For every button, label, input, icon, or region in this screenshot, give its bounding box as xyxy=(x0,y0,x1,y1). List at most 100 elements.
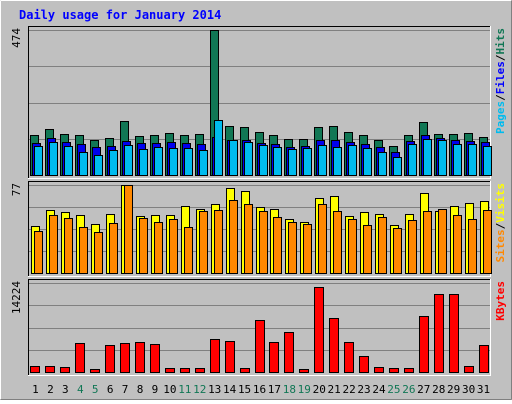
bar-pages-day-25 xyxy=(393,157,402,176)
bar-kbytes-day-21 xyxy=(329,318,339,373)
chart-title: Daily usage for January 2014 xyxy=(19,8,221,22)
bar-sites-day-20 xyxy=(318,204,327,274)
bar-sites-day-18 xyxy=(288,222,297,274)
bar-kbytes-day-16 xyxy=(255,320,265,373)
x-tick-label-day-4: 4 xyxy=(77,383,84,396)
panel-visits-legend: Sites/Visits xyxy=(494,183,507,263)
bar-sites-day-6 xyxy=(109,223,118,274)
bar-sites-day-24 xyxy=(378,217,387,274)
bar-kbytes-day-3 xyxy=(60,367,70,373)
bar-kbytes-day-10 xyxy=(165,368,175,373)
bar-sites-day-22 xyxy=(348,219,357,274)
bar-sites-day-13 xyxy=(214,210,223,274)
x-tick-label-day-15: 15 xyxy=(238,383,251,396)
bar-pages-day-29 xyxy=(453,144,462,176)
bar-kbytes-day-31 xyxy=(479,345,489,373)
bar-sites-day-26 xyxy=(408,220,417,274)
x-axis-labels: 1 2 3 4 5 6 7 8 9 10 11 12 13 14 15 16 17 18 19 20 21 22 23 24 2… xyxy=(32,383,490,396)
bar-kbytes-day-11 xyxy=(180,368,190,373)
bar-kbytes-day-25 xyxy=(389,368,399,373)
bar-sites-day-15 xyxy=(244,204,253,274)
bar-pages-day-5 xyxy=(94,155,103,176)
bar-pages-day-21 xyxy=(333,147,342,176)
bar-sites-day-28 xyxy=(438,209,447,274)
x-tick-label-day-6: 6 xyxy=(107,383,114,396)
x-tick-label-day-30: 30 xyxy=(462,383,475,396)
legend-hits: Hits xyxy=(494,28,507,55)
bar-pages-day-20 xyxy=(318,145,327,176)
bar-kbytes-day-7 xyxy=(120,343,130,373)
x-tick-label-day-8: 8 xyxy=(137,383,144,396)
bar-kbytes-day-27 xyxy=(419,316,429,373)
x-tick-label-day-21: 21 xyxy=(328,383,341,396)
bar-pages-day-11 xyxy=(184,148,193,176)
bar-pages-day-4 xyxy=(79,152,88,176)
bar-sites-day-16 xyxy=(259,211,268,274)
x-tick-label-day-29: 29 xyxy=(447,383,460,396)
x-tick-label-day-22: 22 xyxy=(342,383,355,396)
x-tick-label-day-11: 11 xyxy=(178,383,191,396)
legend-files: Files xyxy=(494,61,507,94)
x-tick-label-day-3: 3 xyxy=(62,383,69,396)
x-tick-label-day-14: 14 xyxy=(223,383,237,396)
bar-sites-day-30 xyxy=(468,219,477,274)
bar-sites-day-12 xyxy=(199,211,208,274)
bar-sites-day-8 xyxy=(139,218,148,274)
x-tick-label-day-27: 27 xyxy=(417,383,430,396)
bar-sites-day-14 xyxy=(229,200,238,274)
bar-pages-day-6 xyxy=(109,150,118,176)
bar-kbytes-day-14 xyxy=(225,341,235,373)
bar-pages-day-7 xyxy=(124,145,133,176)
bar-kbytes-day-1 xyxy=(30,366,40,373)
x-tick-label-day-20: 20 xyxy=(313,383,326,396)
panel-visits: 77 Sites/Visits xyxy=(10,181,507,277)
bar-pages-day-1 xyxy=(34,146,43,176)
x-tick-label-day-2: 2 xyxy=(47,383,54,396)
bar-pages-day-22 xyxy=(348,145,357,176)
bar-sites-day-31 xyxy=(483,210,492,274)
legend-sites: Sites xyxy=(494,229,507,262)
bar-pages-day-24 xyxy=(378,152,387,176)
bar-kbytes-day-26 xyxy=(404,368,414,373)
x-tick-label-day-17: 17 xyxy=(268,383,281,396)
bar-sites-day-29 xyxy=(453,215,462,274)
bar-kbytes-day-24 xyxy=(374,367,384,373)
bar-kbytes-day-22 xyxy=(344,342,354,373)
bar-pages-day-27 xyxy=(423,139,432,176)
bar-kbytes-day-23 xyxy=(359,356,369,373)
bar-kbytes-day-29 xyxy=(449,294,459,373)
bar-kbytes-day-28 xyxy=(434,294,444,373)
bar-kbytes-day-20 xyxy=(314,287,324,373)
bar-kbytes-day-2 xyxy=(45,366,55,373)
x-tick-label-day-5: 5 xyxy=(92,383,99,396)
x-tick-label-day-19: 19 xyxy=(298,383,311,396)
x-tick-label-day-7: 7 xyxy=(122,383,129,396)
bar-sites-day-19 xyxy=(303,224,312,274)
bar-pages-day-14 xyxy=(229,140,238,176)
bar-kbytes-day-4 xyxy=(75,343,85,373)
bar-kbytes-day-8 xyxy=(135,342,145,373)
bar-kbytes-day-17 xyxy=(269,342,279,373)
x-tick-label-day-1: 1 xyxy=(32,383,39,396)
bar-pages-day-2 xyxy=(49,142,58,176)
legend-separator: / xyxy=(494,222,507,229)
x-tick-label-day-23: 23 xyxy=(357,383,370,396)
bar-kbytes-day-6 xyxy=(105,345,115,373)
panel-hits-legend: Pages/Files/Hits xyxy=(494,28,507,134)
bar-kbytes-day-9 xyxy=(150,344,160,373)
x-tick-label-day-13: 13 xyxy=(208,383,221,396)
bar-pages-day-26 xyxy=(408,144,417,176)
bar-pages-day-23 xyxy=(363,148,372,176)
bar-kbytes-day-13 xyxy=(210,339,220,373)
panel-kbytes: 14224 KBytes xyxy=(10,279,507,376)
x-tick-label-day-31: 31 xyxy=(477,383,490,396)
bar-sites-day-1 xyxy=(34,231,43,274)
legend-separator: / xyxy=(494,54,507,61)
bar-sites-day-27 xyxy=(423,211,432,274)
bar-pages-day-31 xyxy=(483,146,492,176)
bar-kbytes-day-15 xyxy=(240,368,250,373)
bar-sites-day-3 xyxy=(64,218,73,274)
bar-kbytes-day-12 xyxy=(195,368,205,373)
bar-pages-day-12 xyxy=(199,150,208,176)
